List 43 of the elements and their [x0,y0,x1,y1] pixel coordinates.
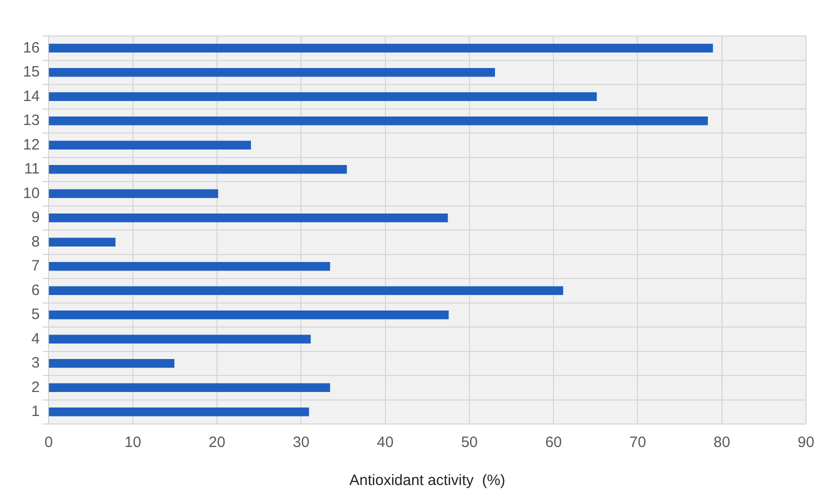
x-tick-label: 90 [798,434,814,452]
y-tick-label: 4 [31,330,40,348]
y-tick-label: 16 [22,39,40,56]
x-axis-title: Antioxidant activity (%) [349,472,506,490]
bar [48,262,330,271]
y-tick-label: 3 [31,354,40,372]
x-tick-label: 20 [208,434,226,452]
bar [48,359,174,368]
bar [48,238,116,246]
bar [48,140,251,150]
y-tick-label: 8 [31,233,40,250]
y-tick-label: 12 [22,136,40,154]
bar [48,408,310,416]
y-tick-label: 1 [31,403,40,420]
x-tick-label: 80 [714,434,730,452]
y-tick-label: 7 [31,258,40,275]
bar [48,92,597,101]
x-tick-label: 30 [292,434,310,452]
y-tick-label: 5 [31,306,40,324]
y-tick-label: 11 [24,160,40,178]
y-tick-label: 13 [22,112,40,130]
bar [48,310,449,320]
x-tick-label: 10 [124,434,142,452]
y-tick-label: 15 [22,64,40,81]
x-tick-label: 50 [461,434,478,452]
bar [48,116,708,126]
y-tick-label: 2 [31,378,40,396]
x-tick-label: 0 [44,434,53,452]
y-tick-label: 6 [31,282,40,299]
x-tick-label: 70 [629,434,646,452]
y-tick-label: 9 [31,209,40,226]
bar [48,189,218,198]
x-tick-label: 40 [376,434,394,452]
bar [48,44,713,52]
bar [48,286,564,295]
bar [48,383,330,392]
y-tick-label: 10 [22,184,40,202]
bar [48,165,347,174]
x-tick-label: 60 [545,434,562,452]
bar [48,334,311,344]
y-tick-label: 14 [22,88,40,105]
bar [48,214,448,222]
bar [48,68,495,77]
